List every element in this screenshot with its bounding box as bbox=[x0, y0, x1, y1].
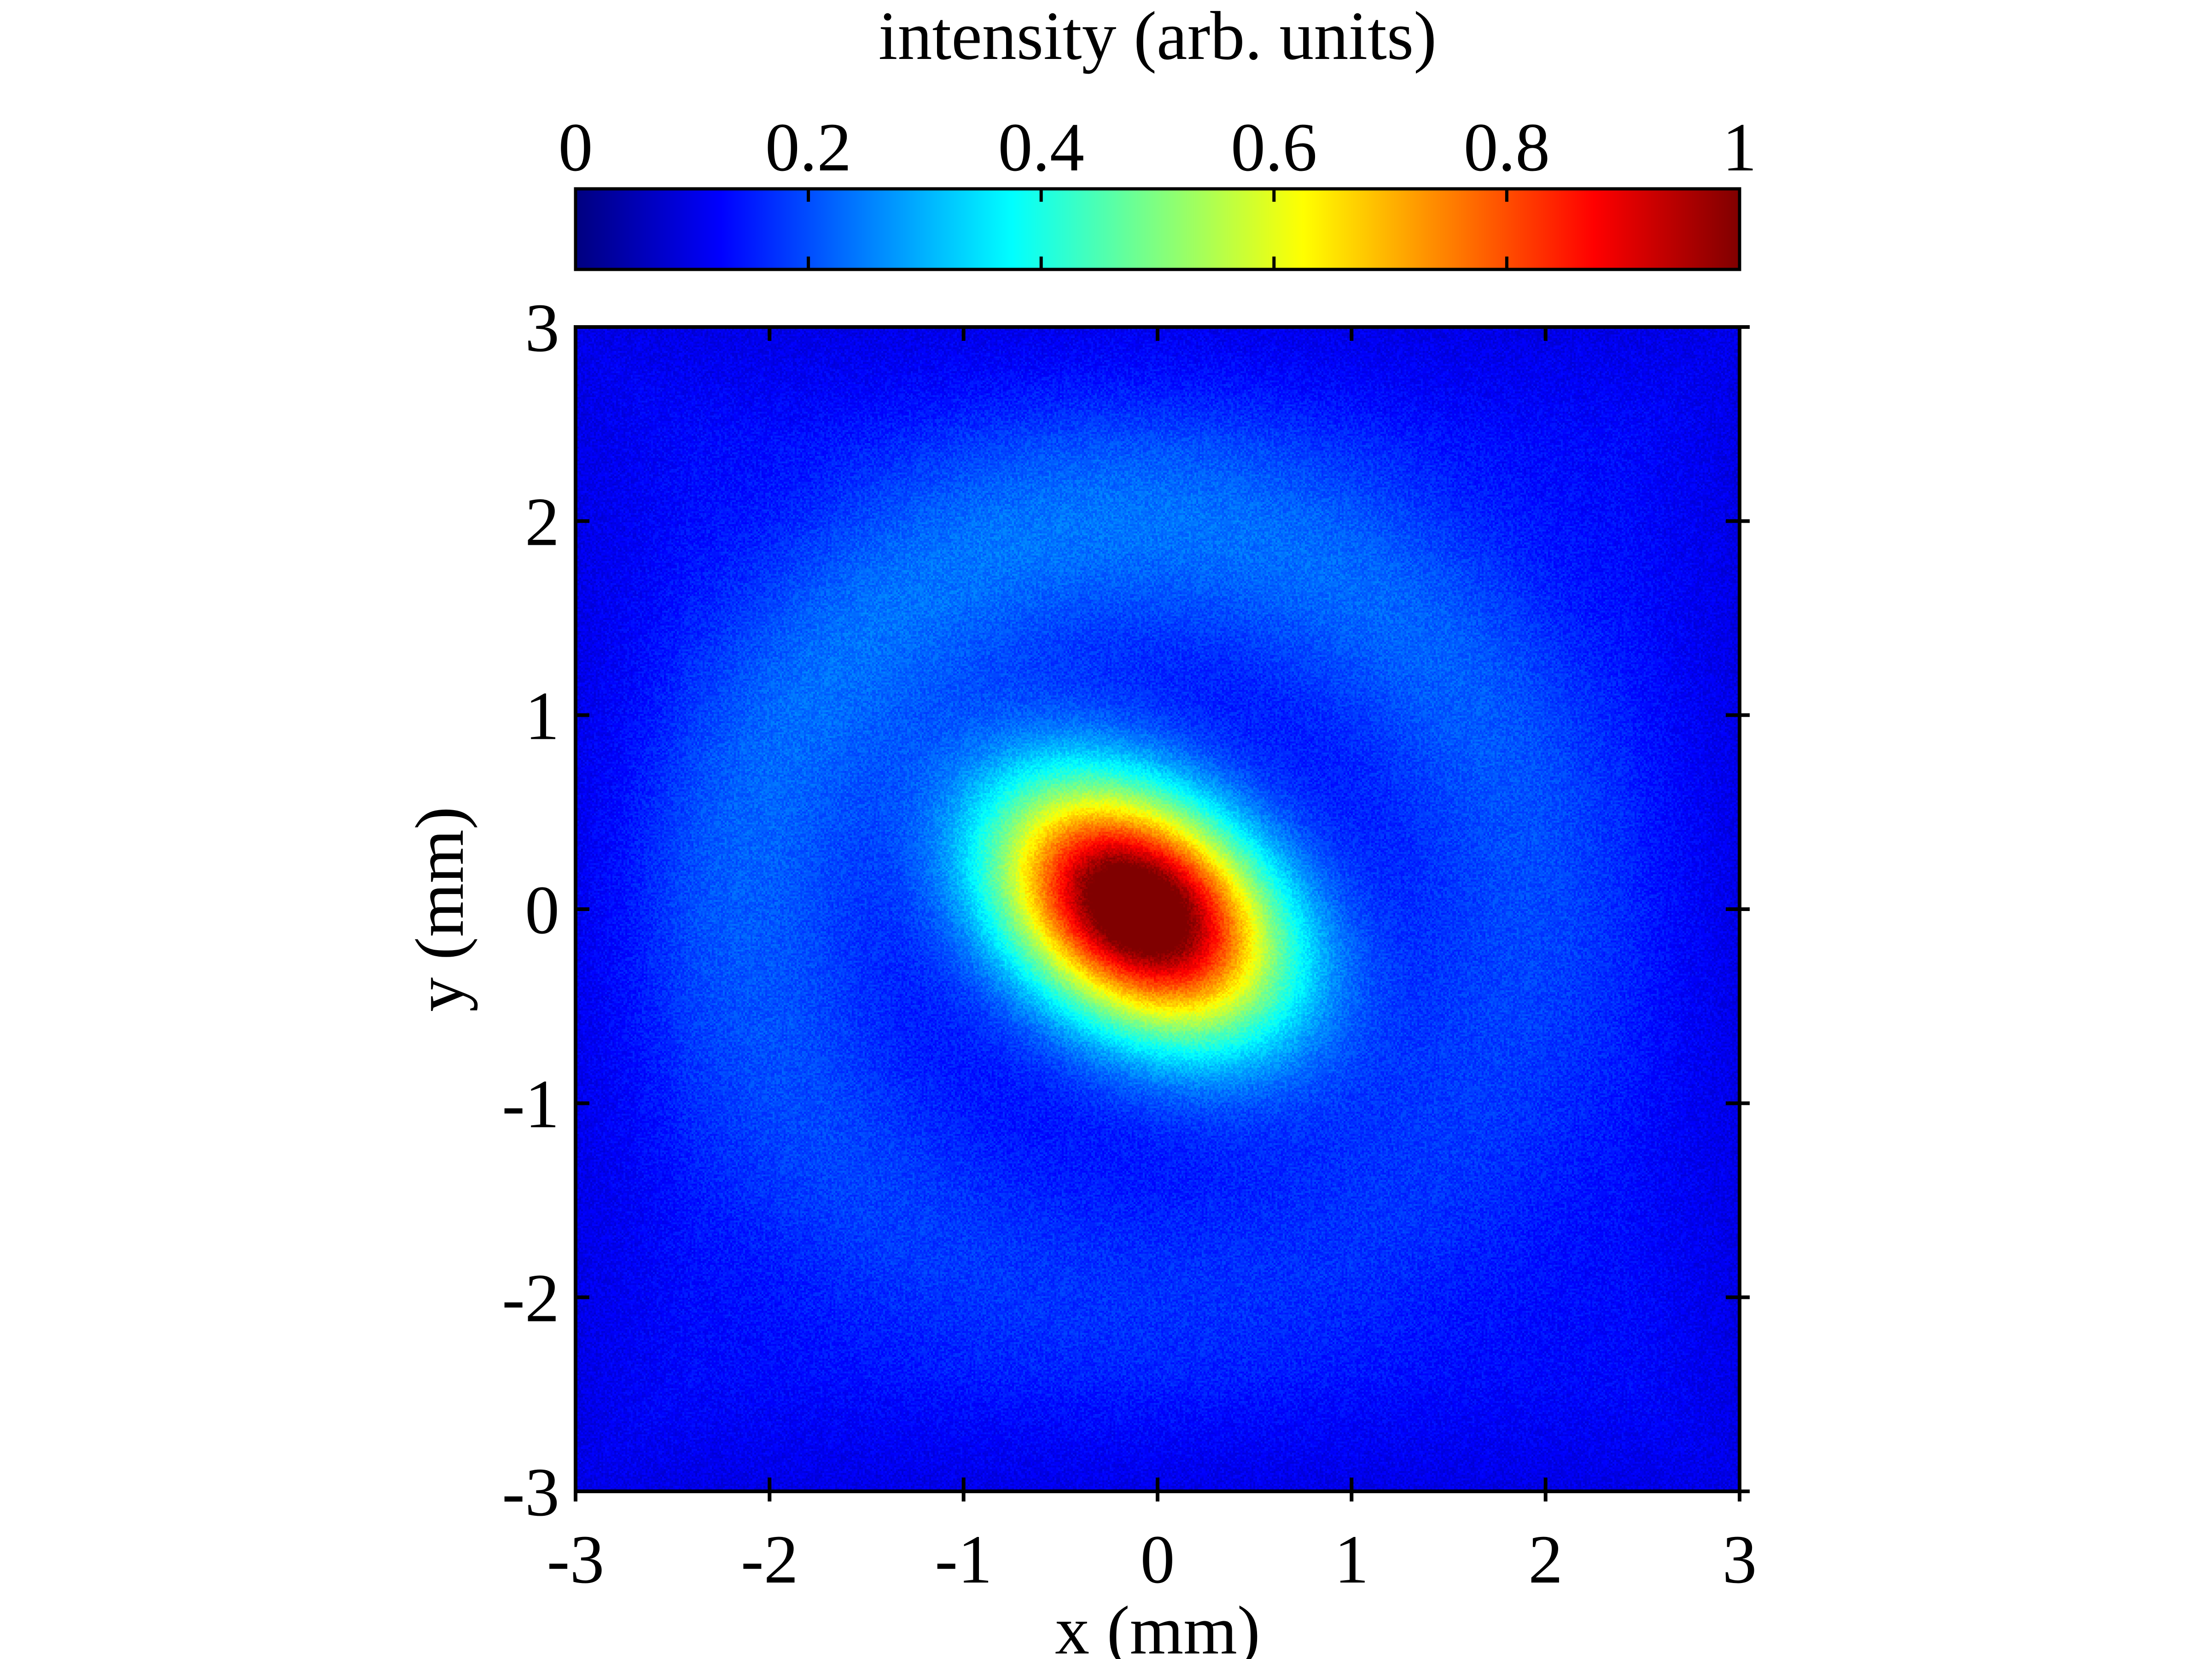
x-axis-ticks: -3 -2 -1 0 1 2 3 bbox=[547, 327, 1757, 1598]
y-tick-label: 3 bbox=[525, 290, 559, 366]
y-axis-ticks: -3 -2 -1 0 1 2 3 bbox=[502, 290, 1750, 1530]
y-tick-label: -3 bbox=[502, 1454, 559, 1530]
x-tick-label: 2 bbox=[1528, 1521, 1563, 1598]
colorbar-label: intensity (arb. units) bbox=[879, 0, 1437, 74]
heatmap-container bbox=[576, 327, 1740, 1491]
y-tick-label: -1 bbox=[502, 1066, 559, 1142]
y-tick-label: 1 bbox=[525, 678, 559, 754]
y-tick-label: 2 bbox=[525, 484, 559, 560]
colorbar-gradient bbox=[576, 189, 1740, 269]
heatmap-image bbox=[576, 327, 1740, 1491]
colorbar-ticks: 0 0.2 0.4 0.6 0.8 1 bbox=[559, 109, 1757, 269]
y-tick-label: -2 bbox=[502, 1260, 559, 1337]
y-tick-label: 0 bbox=[525, 872, 559, 948]
plot-area: -3 -2 -1 0 1 2 3 -3 -2 -1 0 1 2 3 x (mm) y (mm) bbox=[402, 290, 1757, 1659]
x-axis-label: x (mm) bbox=[1055, 1592, 1260, 1659]
colorbar-tick-label: 0.8 bbox=[1464, 109, 1550, 186]
y-axis-label: y (mm) bbox=[402, 806, 478, 1012]
colorbar-frame bbox=[574, 187, 1741, 271]
x-tick-label: 0 bbox=[1141, 1521, 1175, 1598]
colorbar-tick-label: 1 bbox=[1723, 109, 1757, 186]
colorbar-tick-label: 0.4 bbox=[998, 109, 1084, 186]
x-tick-label: -3 bbox=[547, 1521, 605, 1598]
x-tick-label: 3 bbox=[1723, 1521, 1757, 1598]
x-tick-label: -1 bbox=[935, 1521, 992, 1598]
colorbar-tick-label: 0 bbox=[559, 109, 593, 186]
colorbar-tick-label: 0.2 bbox=[765, 109, 852, 186]
colorbar: 0 0.2 0.4 0.6 0.8 1 intensity (arb. units) bbox=[559, 0, 1757, 271]
x-tick-label: -2 bbox=[741, 1521, 798, 1598]
colorbar-tick-label: 0.6 bbox=[1231, 109, 1317, 186]
x-tick-label: 1 bbox=[1334, 1521, 1369, 1598]
